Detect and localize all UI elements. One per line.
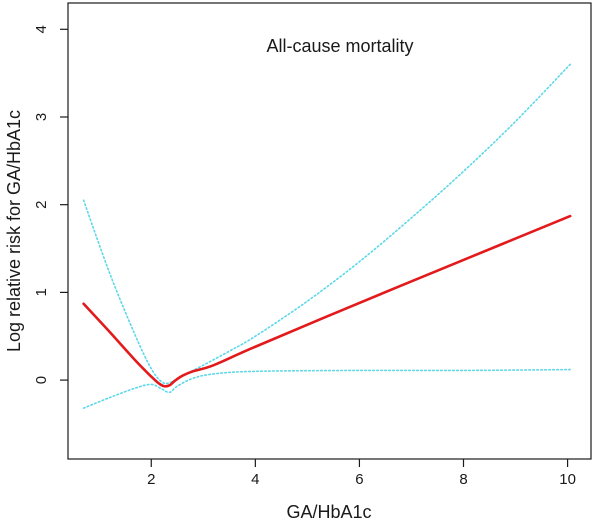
y-axis-title: Log relative risk for GA/HbA1c — [4, 110, 24, 352]
y-tick-label: 1 — [33, 288, 50, 296]
x-tick-label: 2 — [147, 471, 155, 488]
plot-frame — [67, 2, 592, 460]
x-tick-label: 4 — [251, 471, 259, 488]
y-tick-label: 4 — [33, 25, 50, 33]
y-axis: 0 1 2 3 4 — [33, 25, 68, 384]
x-axis-title: GA/HbA1c — [286, 502, 371, 521]
x-tick-label: 10 — [559, 471, 576, 488]
x-tick-label: 6 — [355, 471, 363, 488]
y-tick-label: 2 — [33, 201, 50, 209]
x-axis: 2 4 6 8 10 — [147, 459, 576, 488]
chart-title: All-cause mortality — [266, 36, 413, 56]
lower-ci-line — [82, 368, 571, 409]
x-tick-label: 8 — [459, 471, 467, 488]
y-tick-label: 0 — [33, 376, 50, 384]
estimate-line — [82, 214, 572, 388]
series-layer — [82, 63, 572, 409]
y-tick-label: 3 — [33, 113, 50, 121]
upper-ci-line — [82, 63, 571, 385]
